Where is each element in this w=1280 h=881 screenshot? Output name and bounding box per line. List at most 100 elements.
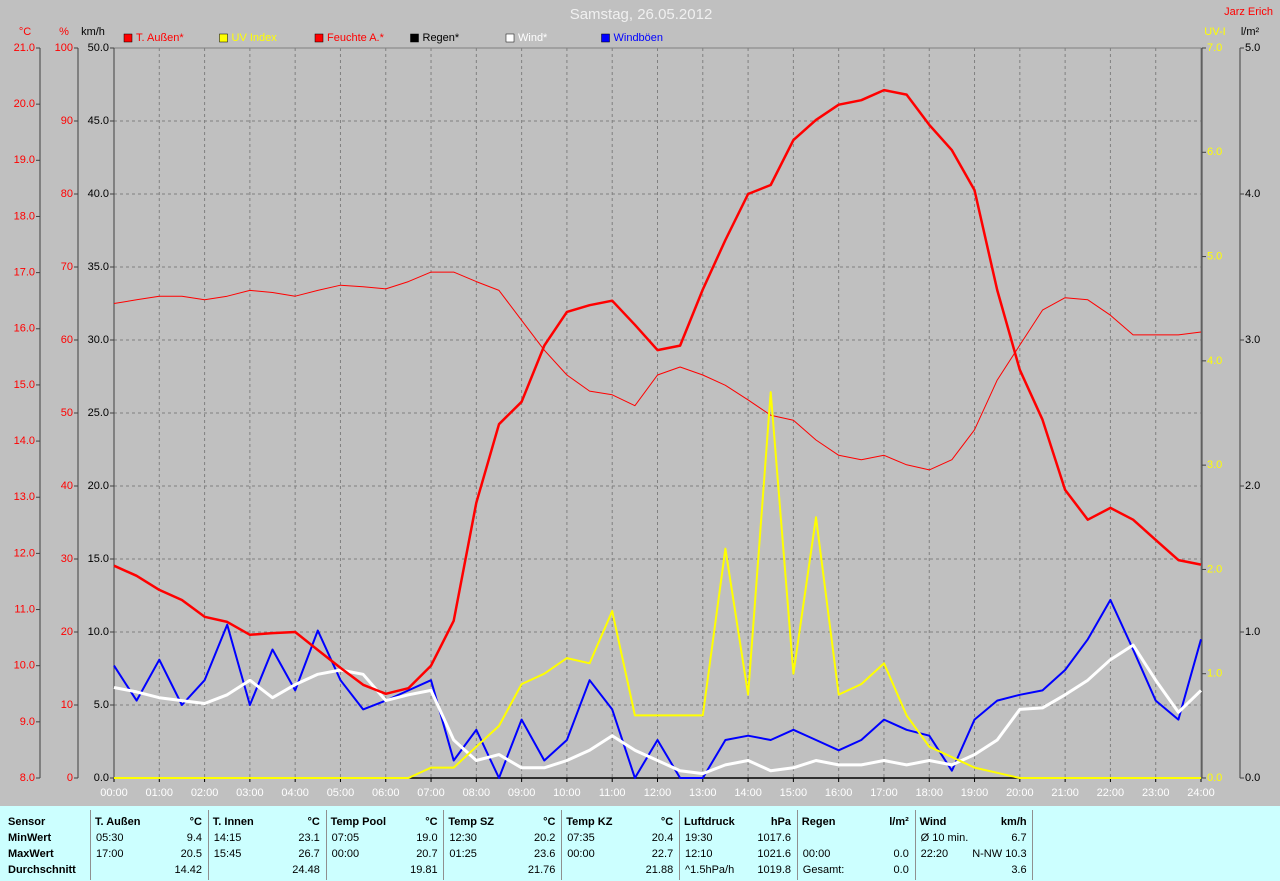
cell-value: 20.7 <box>416 848 438 860</box>
y-tick-label: 0.0 <box>1207 772 1222 784</box>
author: Jarz Erich <box>1224 6 1273 18</box>
row-label: Durchschnitt <box>8 864 76 876</box>
y-tick-label: 40.0 <box>88 188 109 200</box>
cell-value: 6.7 <box>1011 832 1027 844</box>
x-tick-label: 22:00 <box>1097 787 1125 799</box>
group-name: Temp Pool <box>330 816 387 828</box>
y-tick-label: 12.0 <box>14 547 35 559</box>
y-tick-label: 35.0 <box>88 261 109 273</box>
cell-time: 22:20 <box>920 848 949 860</box>
cell-value: 3.6 <box>1011 864 1027 876</box>
cell-value: 23.6 <box>533 848 556 860</box>
row-label: MaxWert <box>8 848 54 860</box>
group-name: Luftdruck <box>684 816 735 828</box>
row-label: MinWert <box>8 832 52 844</box>
cell-value: 0.0 <box>893 864 909 876</box>
legend-label: T. Außen* <box>136 32 184 44</box>
x-tick-label: 02:00 <box>191 787 219 799</box>
y-tick-label: 1.0 <box>1245 626 1260 638</box>
legend-swatch <box>601 33 610 43</box>
cell-time: 14:15 <box>213 832 242 844</box>
cell-value: N-NW 10.3 <box>972 848 1027 860</box>
x-tick-label: 13:00 <box>689 787 717 799</box>
cell-value: 19.0 <box>416 832 438 844</box>
cell-time: 17:00 <box>96 848 124 860</box>
y-tick-label: 16.0 <box>14 323 35 335</box>
x-tick-label: 16:00 <box>825 787 853 799</box>
y-tick-label: 3.0 <box>1245 334 1260 346</box>
cell-value: 1021.6 <box>757 848 791 860</box>
y-tick-label: 2.0 <box>1245 480 1260 492</box>
y-tick-label: 10.0 <box>88 626 109 638</box>
cell-value: 14.42 <box>174 864 202 876</box>
y-tick-label: 30.0 <box>88 334 109 346</box>
cell-value: 21.88 <box>645 864 674 876</box>
cell-value: 21.76 <box>527 864 556 876</box>
y-tick-label: 15.0 <box>88 553 109 565</box>
y-tick-label: 2.0 <box>1207 563 1222 575</box>
cell-value: 20.2 <box>533 832 556 844</box>
cell-value: 9.4 <box>186 832 202 844</box>
y-tick-label: 3.0 <box>1207 459 1222 471</box>
column-separator <box>325 810 327 880</box>
cell-value: 23.1 <box>298 832 320 844</box>
y-tick-label: 5.0 <box>1245 42 1260 54</box>
y-tick-label: 0.0 <box>94 772 109 784</box>
y-tick-label: 25.0 <box>88 407 109 419</box>
group-unit: km/h <box>1000 816 1027 828</box>
group-unit: °C <box>425 816 438 828</box>
y-tick-label: 10.0 <box>14 660 35 672</box>
chart: Samstag, 26.05.2012 Jarz Erich 00:00 01:0… <box>14 6 1273 799</box>
cell-value: 26.7 <box>298 848 320 860</box>
group-name: Temp SZ <box>448 816 495 828</box>
x-tick-label: 17:00 <box>870 787 898 799</box>
cell-value: 19.81 <box>410 864 438 876</box>
cell-time: 12:10 <box>685 848 713 860</box>
cell-time: 00:00 <box>802 848 831 860</box>
y-tick-label: 60 <box>61 334 73 346</box>
cell-value: 20.4 <box>651 832 674 844</box>
column-separator <box>443 810 445 880</box>
cell-value: 0.0 <box>893 848 909 860</box>
series-line <box>113 598 1202 779</box>
group-name: Temp KZ <box>566 816 613 828</box>
x-tick-label: 03:00 <box>236 787 264 799</box>
x-tick-label: 24:00 <box>1187 787 1215 799</box>
x-tick-label: 04:00 <box>281 787 309 799</box>
cell-time: 00:00 <box>331 848 360 860</box>
cell-time: 07:35 <box>567 832 595 844</box>
series-line <box>113 271 1202 471</box>
column-separator <box>561 810 563 880</box>
legend-label: Feuchte A.* <box>327 32 385 44</box>
group-unit: hPa <box>770 816 791 828</box>
cell-time: 15:45 <box>213 848 242 860</box>
y-axis-title: % <box>59 26 69 38</box>
legend-swatch <box>123 33 133 43</box>
y-tick-label: 20 <box>61 626 73 638</box>
y-tick-label: 0.0 <box>1245 772 1260 784</box>
legend-swatch <box>410 33 419 43</box>
x-tick-label: 15:00 <box>780 787 808 799</box>
y-tick-label: 14.0 <box>14 435 35 447</box>
y-tick-label: 70 <box>61 261 73 273</box>
y-tick-label: 20.0 <box>88 480 109 492</box>
y-tick-label: 10 <box>61 699 73 711</box>
y-tick-label: 17.0 <box>14 267 35 279</box>
y-tick-label: 18.0 <box>14 210 35 222</box>
group-unit: °C <box>543 816 556 828</box>
column-separator <box>207 810 209 880</box>
x-tick-label: 08:00 <box>463 787 491 799</box>
series-line <box>113 643 1203 776</box>
x-tick-label: 21:00 <box>1051 787 1079 799</box>
y-tick-label: 7.0 <box>1207 42 1222 54</box>
cell-time: 01:25 <box>449 848 477 860</box>
y-tick-label: 5.0 <box>94 699 109 711</box>
cell-value: 20.5 <box>180 848 202 860</box>
y-tick-label: 15.0 <box>14 379 35 391</box>
cell-time: 07:05 <box>331 832 360 844</box>
y-tick-label: 80 <box>61 188 73 200</box>
cell-time: 00:00 <box>567 848 595 860</box>
x-tick-label: 06:00 <box>372 787 400 799</box>
legend-swatch <box>505 33 515 43</box>
